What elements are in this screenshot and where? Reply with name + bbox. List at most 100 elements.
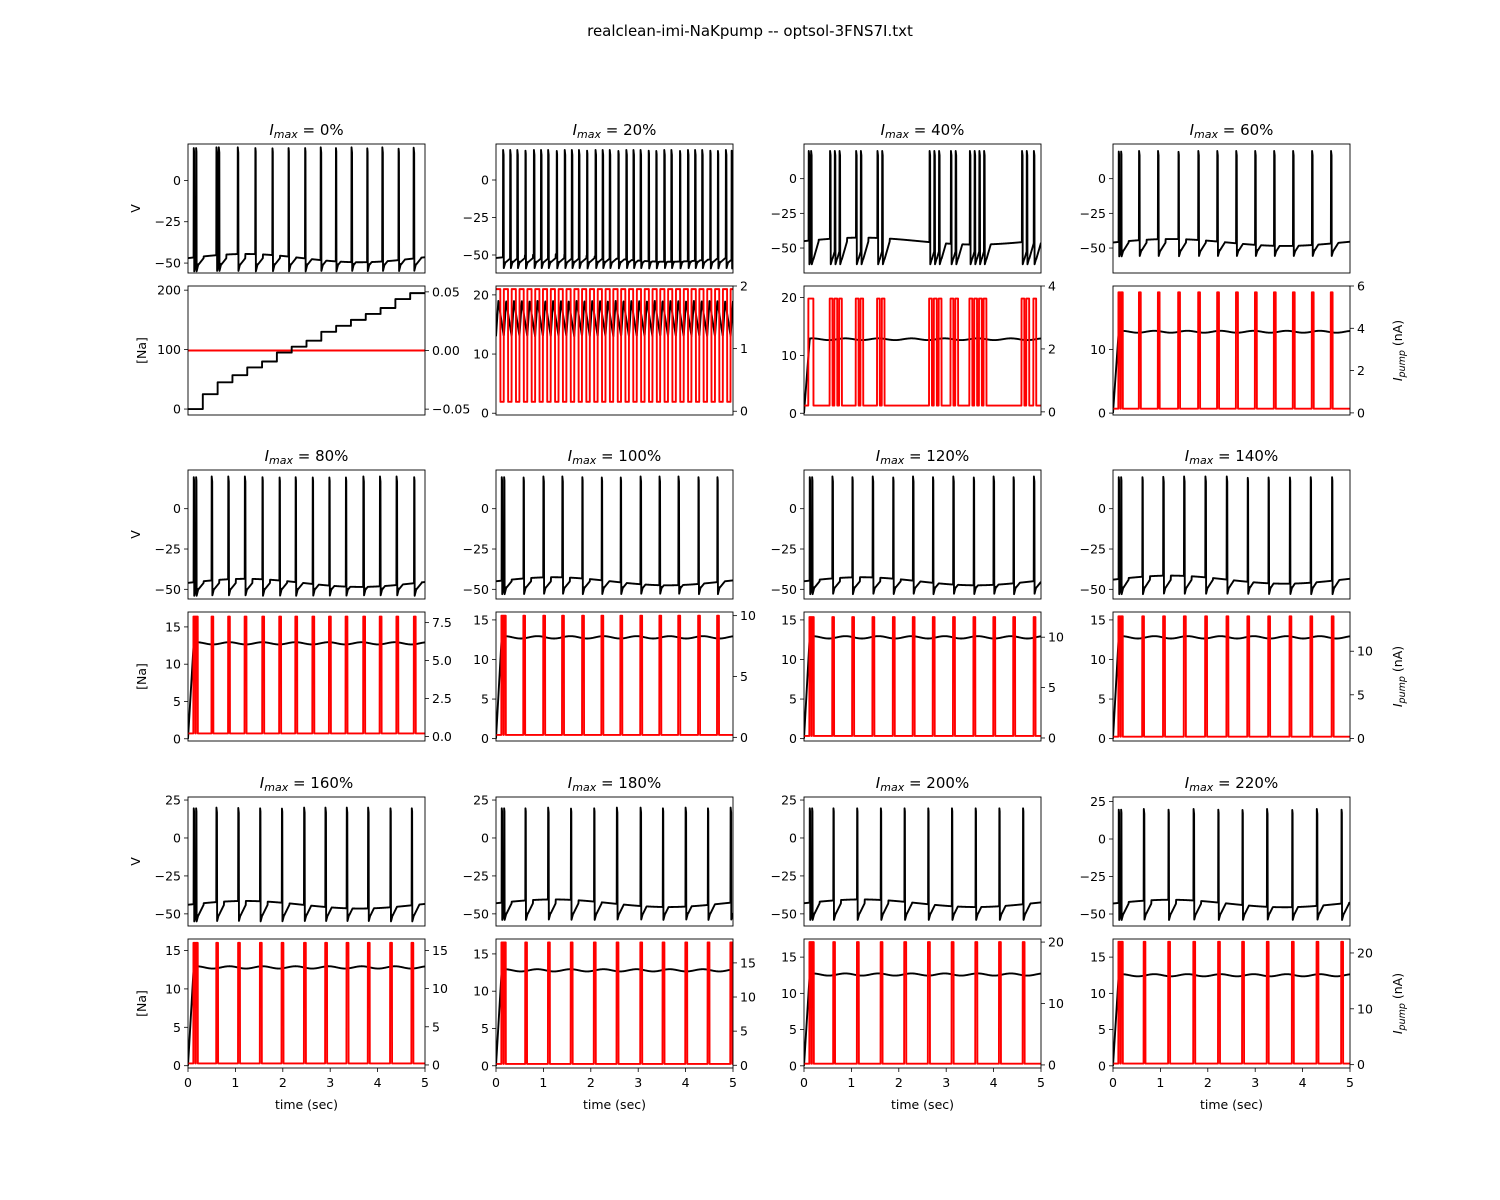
pump-trace: [188, 941, 425, 1065]
pump-ytick-label: 10: [432, 981, 448, 996]
xtick-label: 0: [800, 1075, 808, 1090]
sodium-ytick-label: 5: [481, 692, 489, 707]
sodium-ytick-label: 15: [165, 619, 181, 634]
panel-title-value: = 20%: [601, 121, 656, 139]
voltage-axes-frame: [1112, 469, 1351, 600]
panel-title-value: = 0%: [298, 121, 344, 139]
sodium-ytick-label: 0: [789, 406, 797, 421]
voltage-ytick-label: −25: [771, 868, 797, 883]
panel-title: Imax = 200%: [876, 774, 969, 794]
voltage-ytick-label: −50: [155, 582, 181, 597]
sodium-ytick-label: 10: [473, 984, 489, 999]
sodium-ytick-label: 5: [1098, 1022, 1106, 1037]
sodium-axes-frame: [187, 938, 426, 1069]
pump-ytick-label: 2: [1048, 341, 1056, 356]
panel-title: Imax = 60%: [1190, 121, 1274, 141]
xtick-label: 1: [231, 1075, 239, 1090]
voltage-ytick-label: 25: [473, 793, 489, 808]
pump-ytick-label: 0.00: [432, 343, 460, 358]
sodium-ytick-label: 10: [781, 652, 797, 667]
voltage-ytick-label: −25: [463, 868, 489, 883]
panel-title: Imax = 180%: [568, 774, 661, 794]
pump-trace: [804, 616, 1041, 737]
pump-trace: [804, 941, 1041, 1065]
pump-ytick-label: 2: [1357, 363, 1365, 378]
pump-ytick-label: 0: [1048, 404, 1056, 419]
sodium-ytick-label: 20: [781, 290, 797, 305]
sodium-trace: [804, 635, 1041, 739]
pump-ytick-label: 0: [1048, 730, 1056, 745]
panel-3: Imax = 60% −50 −25 0 0 10 0 2 4 6 Ipump (nA): [1080, 121, 1408, 421]
sodium-ytick-label: 15: [473, 946, 489, 961]
voltage-trace: [804, 807, 1041, 921]
panel-title-value: = 120%: [904, 447, 969, 465]
sodium-ylabel: [Na]: [134, 337, 149, 364]
panel-title-symbol: I: [568, 774, 573, 792]
sodium-trace: [804, 337, 1041, 414]
pump-ylabel-symbol: I: [1390, 377, 1405, 381]
panel-title: Imax = 40%: [881, 121, 965, 141]
xtick-label: 3: [326, 1075, 334, 1090]
pump-ytick-label: 10: [1048, 630, 1064, 645]
pump-ytick-label: 5: [740, 1024, 748, 1039]
sodium-ylabel: [Na]: [134, 990, 149, 1017]
panel-title-symbol: I: [1185, 774, 1190, 792]
sodium-ytick-label: 15: [1090, 950, 1106, 965]
pump-trace: [496, 614, 733, 736]
voltage-ytick-label: −50: [771, 906, 797, 921]
panel-title-value: = 60%: [1218, 121, 1273, 139]
pump-ytick-label: 0.05: [432, 284, 460, 299]
xtick-label: 5: [1346, 1075, 1354, 1090]
pump-ytick-label: 20: [1048, 935, 1064, 950]
voltage-ytick-label: −25: [463, 542, 489, 557]
pump-trace: [804, 297, 1041, 407]
pump-ytick-label: 6: [1357, 279, 1365, 294]
sodium-axes-frame: [495, 285, 734, 416]
voltage-ylabel: V: [128, 204, 143, 213]
voltage-ytick-label: 0: [173, 830, 181, 845]
pump-ylabel-symbol: I: [1390, 703, 1405, 707]
panel-title-subscript: max: [885, 128, 909, 141]
pump-ylabel-subscript: pump: [1397, 350, 1408, 378]
pump-ytick-label: 2.5: [432, 691, 452, 706]
sodium-trace: [1113, 329, 1350, 414]
voltage-ytick-label: −25: [1080, 206, 1106, 221]
pump-ylabel-unit: (nA): [1390, 973, 1405, 1003]
voltage-trace: [1113, 149, 1350, 258]
xtick-label: 3: [1251, 1075, 1259, 1090]
sodium-trace: [188, 292, 425, 411]
sodium-ytick-label: 10: [1090, 986, 1106, 1001]
voltage-axes-frame: [1112, 143, 1351, 274]
voltage-ytick-label: 25: [781, 793, 797, 808]
pump-ytick-label: 0: [1357, 1057, 1365, 1072]
pump-ytick-label: 5: [432, 1019, 440, 1034]
sodium-ytick-label: 5: [173, 694, 181, 709]
pump-ytick-label: 5: [740, 669, 748, 684]
pump-trace: [496, 288, 733, 403]
sodium-ytick-label: 15: [165, 943, 181, 958]
voltage-ytick-label: −50: [463, 248, 489, 263]
pump-ytick-label: 0: [740, 404, 748, 419]
xtick-label: 0: [492, 1075, 500, 1090]
xtick-label: 2: [895, 1075, 903, 1090]
voltage-ytick-label: 0: [173, 173, 181, 188]
voltage-ytick-label: 0: [481, 501, 489, 516]
voltage-ytick-label: −50: [771, 241, 797, 256]
sodium-ytick-label: 200: [157, 283, 181, 298]
voltage-ytick-label: −25: [771, 206, 797, 221]
voltage-trace: [496, 475, 733, 596]
voltage-ytick-label: −50: [1080, 241, 1106, 256]
pump-ytick-label: 4: [1048, 279, 1056, 294]
xtick-label: 4: [374, 1075, 382, 1090]
pump-ytick-label: 10: [1357, 644, 1373, 659]
voltage-ytick-label: 0: [173, 501, 181, 516]
sodium-trace: [188, 641, 425, 739]
pump-ytick-label: −0.05: [432, 402, 470, 417]
pump-ytick-label: 10: [740, 990, 756, 1005]
xtick-label: 1: [1156, 1075, 1164, 1090]
panel-title-subscript: max: [274, 128, 298, 141]
sodium-ytick-label: 0: [481, 731, 489, 746]
